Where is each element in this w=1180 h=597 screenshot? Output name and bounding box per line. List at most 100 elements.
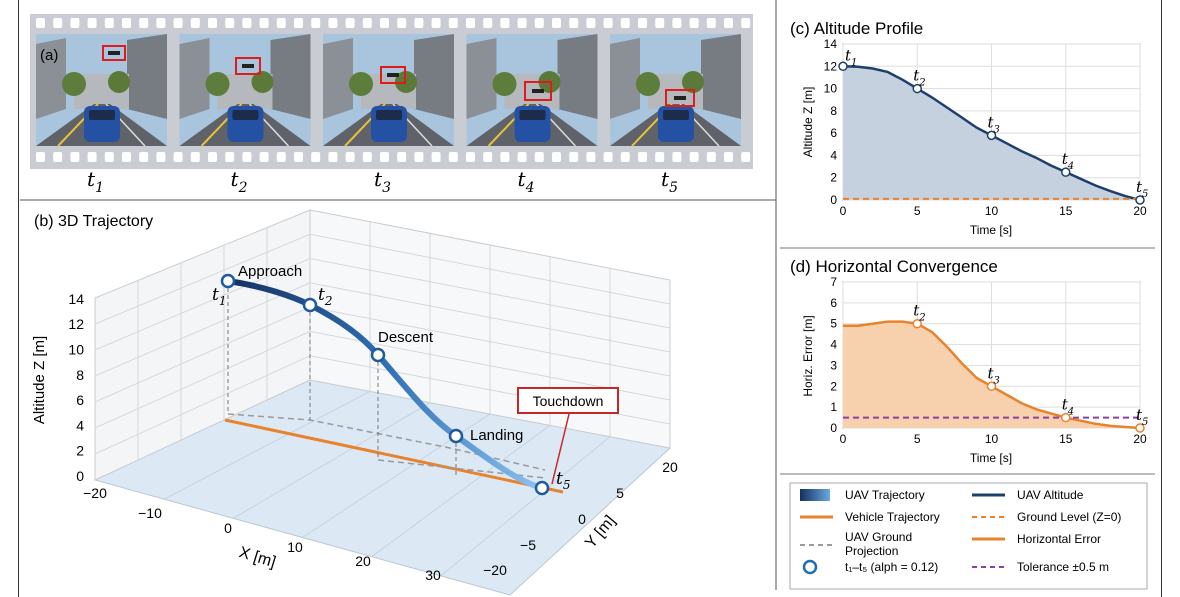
sprocket-hole (500, 152, 510, 162)
point-label-t2: t2 (318, 285, 332, 308)
y-tick-label: 6 (830, 126, 837, 140)
sprocket-hole (569, 18, 579, 28)
frame-label-t3: t3 (374, 167, 391, 196)
sprocket-hole (208, 18, 217, 28)
z-tick-label: 14 (68, 291, 84, 307)
floor-grid (163, 390, 371, 500)
marker-label-t1: t1 (845, 46, 857, 68)
sprocket-hole (380, 18, 389, 28)
sprocket-hole (517, 152, 527, 162)
marker (912, 83, 922, 94)
marker-label-t3-base: t (988, 364, 995, 382)
sprocket-hole (276, 152, 286, 162)
legend-box (789, 482, 1148, 590)
marker-label-t4-sub: 4 (1067, 161, 1074, 172)
marker-label-t2: t2 (913, 67, 925, 89)
sprocket-hole (294, 152, 303, 162)
y-tick-label: 2 (830, 171, 837, 185)
sprocket-hole (139, 18, 149, 28)
y-tick-label: 3 (830, 358, 837, 372)
sprocket-hole (706, 152, 716, 162)
sprocket-hole (190, 152, 200, 162)
panel-a-label: (a) (40, 47, 58, 64)
legend-label: Horizontal Error (1017, 532, 1101, 546)
sprocket-hole (190, 18, 200, 28)
panel-c-xlabel: Time [s] (970, 223, 1012, 237)
x-tick-label: −10 (138, 505, 162, 521)
sprocket-hole (569, 152, 579, 162)
x-tick-label: 15 (1059, 204, 1073, 218)
frame-label-t5-base: t (661, 167, 670, 191)
frame-label-t4: t4 (518, 167, 535, 196)
touchdown-callout-line (551, 409, 571, 485)
panel-a: (a) (20, 14, 776, 201)
sprocket-hole (534, 152, 544, 162)
legend-label-line: UAV Ground (845, 530, 912, 544)
marker-label-t4: t4 (1062, 150, 1074, 172)
marker-label-t3-sub: 3 (994, 375, 1000, 386)
sprocket-hole (328, 152, 338, 162)
z-tick-label: 2 (76, 443, 84, 459)
sprocket-hole (311, 18, 321, 28)
building-left (466, 38, 497, 119)
panel-d-xlabel: Time [s] (970, 451, 1012, 465)
sprocket-hole (104, 18, 114, 28)
grid-line (94, 330, 671, 429)
sprocket-hole (36, 18, 45, 28)
trajectory-point (448, 428, 464, 444)
car-window (376, 110, 402, 120)
sprocket-hole (36, 152, 45, 162)
sprocket-hole (724, 18, 733, 28)
sprocket-hole (87, 152, 97, 162)
y-tick-label: 8 (830, 104, 837, 118)
drone (108, 51, 120, 55)
y-tick-label: 0 (578, 511, 586, 527)
y-tick-label: 10 (824, 82, 838, 96)
y-tick-label: 20 (662, 459, 678, 475)
y-tick-label: 12 (824, 59, 838, 73)
trajectory-point (370, 347, 386, 363)
building-left (36, 38, 66, 119)
film-frames (36, 34, 741, 147)
frame-label-t4-sub: 4 (525, 180, 535, 196)
sprocket-hole (448, 18, 458, 28)
sprocket-hole (672, 18, 682, 28)
sprocket-hole (414, 18, 424, 28)
x-tick-label: 20 (1133, 432, 1147, 446)
legend-label: Vehicle Trajectory (845, 510, 940, 524)
sprocket-hole (724, 152, 733, 162)
marker-label-t2-base: t (913, 302, 920, 320)
touchdown-callout-box (517, 387, 619, 414)
building-right (127, 34, 167, 119)
sprocket-hole (208, 152, 217, 162)
sprocket-hole (620, 152, 630, 162)
figure-frame (18, 0, 1162, 597)
legend-label: UAV Altitude (1017, 488, 1084, 502)
sprocket-hole (242, 152, 252, 162)
panel-c: (c) Altitude Profile Altitude Z [m] Time… (790, 19, 1148, 237)
point-label-t5: t5 (556, 469, 570, 492)
frame-label-t3-sub: 3 (382, 180, 391, 196)
sprocket-hole (259, 18, 269, 28)
tree (636, 72, 660, 96)
x-tick-label: 10 (287, 539, 303, 555)
sprocket-hole (70, 18, 80, 28)
legend-label-line: Projection (845, 544, 898, 558)
marker-label-t5-sub: 5 (1142, 417, 1148, 428)
sprocket-hole (672, 152, 682, 162)
sprocket-hole (87, 18, 97, 28)
y-tick-label: 14 (824, 37, 838, 51)
x-tick-label: 20 (1133, 204, 1147, 218)
sprocket-hole (362, 152, 372, 162)
marker-label-t5-base: t (1136, 406, 1143, 424)
marker-label-t5: t5 (1136, 178, 1148, 200)
point-label-t2-base: t (318, 285, 325, 305)
sprocket-hole (552, 152, 561, 162)
touchdown-callout-label: Touchdown (533, 393, 604, 409)
point-label-t5-base: t (556, 469, 563, 489)
tree (492, 72, 517, 96)
marker (1061, 412, 1071, 423)
marker (986, 130, 997, 141)
point-note: Landing (470, 427, 523, 444)
